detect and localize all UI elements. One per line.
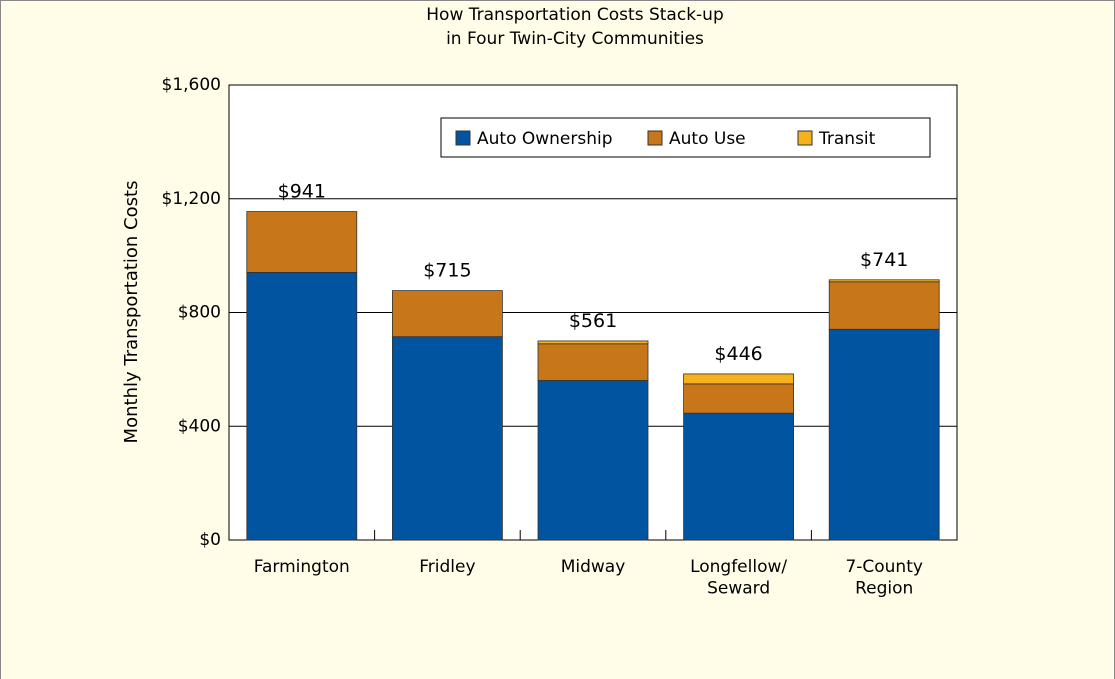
x-tick-label: 7-County Region	[845, 557, 923, 598]
legend-label: Transit	[818, 129, 876, 149]
legend-swatch	[647, 130, 663, 146]
data-label: $941	[278, 181, 326, 203]
bar-segment	[828, 281, 940, 330]
bar-segment	[246, 272, 358, 541]
bar-segment	[537, 340, 649, 345]
legend-label: Auto Use	[669, 129, 746, 149]
bar-segment	[683, 383, 794, 414]
x-tick-label: Fridley	[419, 557, 475, 577]
x-tick-label: Longfellow/Seward	[690, 557, 787, 598]
y-tick-label: $1,200	[162, 189, 221, 209]
data-label: $741	[860, 249, 908, 271]
bar-segment	[391, 336, 503, 541]
y-tick-label: $1,600	[162, 75, 221, 95]
legend-box	[440, 117, 931, 158]
bar-segment	[246, 211, 358, 273]
bar-segment	[537, 343, 649, 381]
x-tick-label: Midway	[561, 557, 626, 577]
data-label: $561	[569, 310, 617, 332]
legend-label: Auto Ownership	[477, 129, 613, 149]
bar-segment	[391, 290, 503, 338]
y-tick-label: $0	[199, 530, 221, 550]
data-label: $446	[714, 343, 762, 365]
bar-segment	[828, 279, 940, 283]
bar-segment	[683, 373, 794, 385]
y-tick-label: $400	[178, 416, 221, 436]
y-tick-label: $800	[178, 303, 221, 323]
bar-segment	[828, 328, 940, 541]
bar-segment	[683, 412, 794, 541]
legend-swatch	[455, 130, 471, 146]
y-axis-label: Monthly Transportation Costs	[121, 181, 142, 444]
data-label: $715	[423, 260, 471, 282]
bar-segment	[537, 380, 649, 541]
chart-title: How Transportation Costs Stack-up in Four…	[426, 5, 723, 49]
legend-swatch	[797, 130, 813, 146]
x-tick-label: Farmington	[254, 557, 350, 577]
